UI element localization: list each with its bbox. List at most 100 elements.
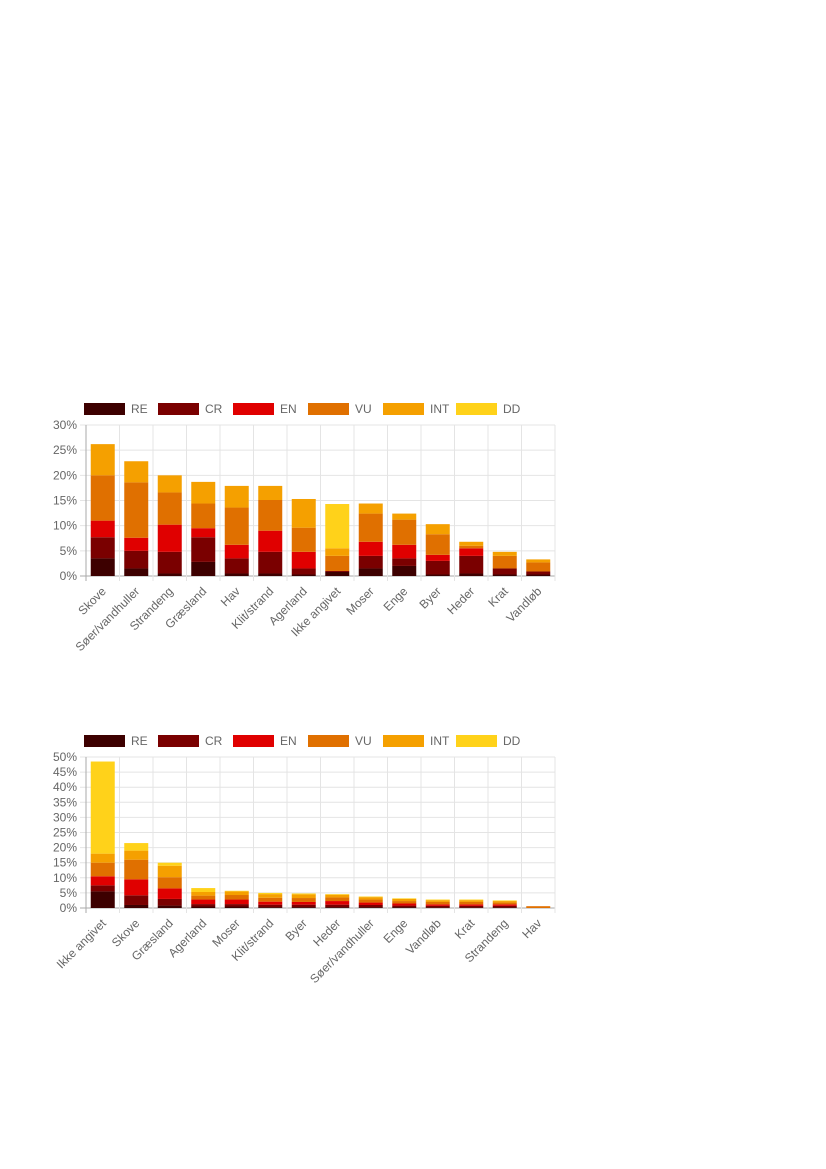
bar-segment-cr[interactable] — [459, 555, 484, 574]
bar-segment-re[interactable] — [358, 568, 383, 576]
bar-segment-en[interactable] — [191, 528, 216, 538]
bar-segment-en[interactable] — [258, 901, 283, 905]
bar-segment-vu[interactable] — [124, 859, 149, 880]
legend-item-vu[interactable]: VU — [308, 734, 372, 748]
bar-segment-dd[interactable] — [90, 761, 115, 854]
bar-segment-vu[interactable] — [358, 513, 383, 542]
bar-stack[interactable] — [224, 485, 249, 576]
bar-segment-int[interactable] — [526, 559, 551, 563]
bar-segment-en[interactable] — [90, 876, 115, 886]
bar-segment-cr[interactable] — [291, 904, 316, 908]
bar-stack[interactable] — [492, 900, 517, 908]
bar-segment-en[interactable] — [191, 899, 216, 905]
bar-segment-re[interactable] — [157, 573, 182, 576]
bar-segment-en[interactable] — [325, 901, 350, 905]
bar-segment-vu[interactable] — [392, 519, 417, 545]
bar-segment-re[interactable] — [392, 565, 417, 576]
bar-segment-en[interactable] — [459, 548, 484, 556]
bar-segment-dd[interactable] — [325, 504, 350, 549]
bar-stack[interactable] — [157, 475, 182, 576]
bar-segment-re[interactable] — [191, 561, 216, 576]
bar-segment-cr[interactable] — [157, 551, 182, 574]
bar-segment-int[interactable] — [157, 475, 182, 493]
legend-item-en[interactable]: EN — [233, 734, 297, 748]
bar-segment-en[interactable] — [258, 530, 283, 552]
bar-segment-cr[interactable] — [425, 560, 450, 575]
bar-segment-dd[interactable] — [492, 900, 517, 902]
bar-segment-int[interactable] — [492, 901, 517, 903]
bar-segment-re[interactable] — [325, 907, 350, 908]
bar-segment-int[interactable] — [425, 524, 450, 535]
bar-segment-cr[interactable] — [492, 905, 517, 908]
bar-segment-int[interactable] — [325, 894, 350, 898]
bar-segment-cr[interactable] — [258, 551, 283, 574]
bar-stack[interactable] — [392, 513, 417, 576]
bar-segment-vu[interactable] — [526, 906, 551, 908]
bar-segment-cr[interactable] — [191, 904, 216, 907]
bar-stack[interactable] — [90, 444, 115, 576]
bar-segment-dd[interactable] — [392, 898, 417, 899]
bar-segment-en[interactable] — [392, 544, 417, 559]
bar-segment-re[interactable] — [492, 907, 517, 908]
bar-segment-re[interactable] — [258, 907, 283, 908]
bar-segment-vu[interactable] — [459, 901, 484, 905]
bar-stack[interactable] — [191, 481, 216, 576]
bar-segment-dd[interactable] — [258, 892, 283, 895]
bar-segment-re[interactable] — [291, 574, 316, 576]
bar-segment-cr[interactable] — [157, 898, 182, 906]
bar-segment-dd[interactable] — [191, 888, 216, 892]
bar-stack[interactable] — [459, 541, 484, 576]
bar-segment-vu[interactable] — [425, 534, 450, 555]
bar-stack[interactable] — [291, 893, 316, 908]
bar-stack[interactable] — [258, 485, 283, 576]
bar-segment-vu[interactable] — [392, 901, 417, 904]
bar-stack[interactable] — [157, 862, 182, 908]
bar-segment-cr[interactable] — [358, 904, 383, 908]
bar-stack[interactable] — [124, 461, 149, 576]
bar-segment-int[interactable] — [392, 898, 417, 902]
bar-segment-int[interactable] — [258, 894, 283, 898]
bar-segment-dd[interactable] — [459, 899, 484, 901]
bar-segment-int[interactable] — [358, 503, 383, 514]
bar-segment-cr[interactable] — [90, 537, 115, 559]
bar-segment-re[interactable] — [425, 574, 450, 576]
bar-segment-cr[interactable] — [392, 905, 417, 908]
bar-segment-re[interactable] — [124, 568, 149, 576]
bar-segment-dd[interactable] — [224, 890, 249, 892]
bar-segment-vu[interactable] — [291, 898, 316, 902]
bar-segment-int[interactable] — [90, 853, 115, 863]
bar-segment-cr[interactable] — [258, 904, 283, 908]
bar-stack[interactable] — [325, 894, 350, 908]
bar-segment-vu[interactable] — [291, 527, 316, 552]
bar-segment-vu[interactable] — [224, 507, 249, 545]
bar-segment-vu[interactable] — [258, 897, 283, 902]
bar-stack[interactable] — [258, 892, 283, 908]
bar-segment-dd[interactable] — [425, 899, 450, 901]
bar-segment-int[interactable] — [325, 548, 350, 556]
bar-segment-re[interactable] — [224, 573, 249, 576]
legend-item-re[interactable]: RE — [84, 734, 148, 748]
bar-segment-cr[interactable] — [90, 885, 115, 892]
bar-segment-int[interactable] — [224, 485, 249, 508]
bar-stack[interactable] — [325, 504, 350, 576]
bar-segment-re[interactable] — [459, 573, 484, 576]
bar-segment-vu[interactable] — [157, 877, 182, 889]
bar-segment-vu[interactable] — [191, 503, 216, 529]
bar-segment-en[interactable] — [291, 901, 316, 905]
bar-segment-int[interactable] — [124, 461, 149, 483]
bar-segment-re[interactable] — [358, 907, 383, 908]
bar-segment-vu[interactable] — [90, 475, 115, 521]
bar-segment-int[interactable] — [291, 894, 316, 899]
bar-segment-int[interactable] — [291, 498, 316, 528]
bar-segment-int[interactable] — [459, 541, 484, 546]
bar-segment-cr[interactable] — [191, 537, 216, 562]
bar-segment-re[interactable] — [325, 571, 350, 576]
bar-segment-dd[interactable] — [124, 843, 149, 851]
bar-segment-en[interactable] — [425, 904, 450, 906]
bar-segment-cr[interactable] — [291, 568, 316, 575]
bar-segment-dd[interactable] — [157, 862, 182, 866]
bar-segment-cr[interactable] — [224, 904, 249, 907]
bar-segment-cr[interactable] — [325, 904, 350, 908]
bar-segment-int[interactable] — [358, 897, 383, 900]
bar-segment-re[interactable] — [459, 907, 484, 908]
